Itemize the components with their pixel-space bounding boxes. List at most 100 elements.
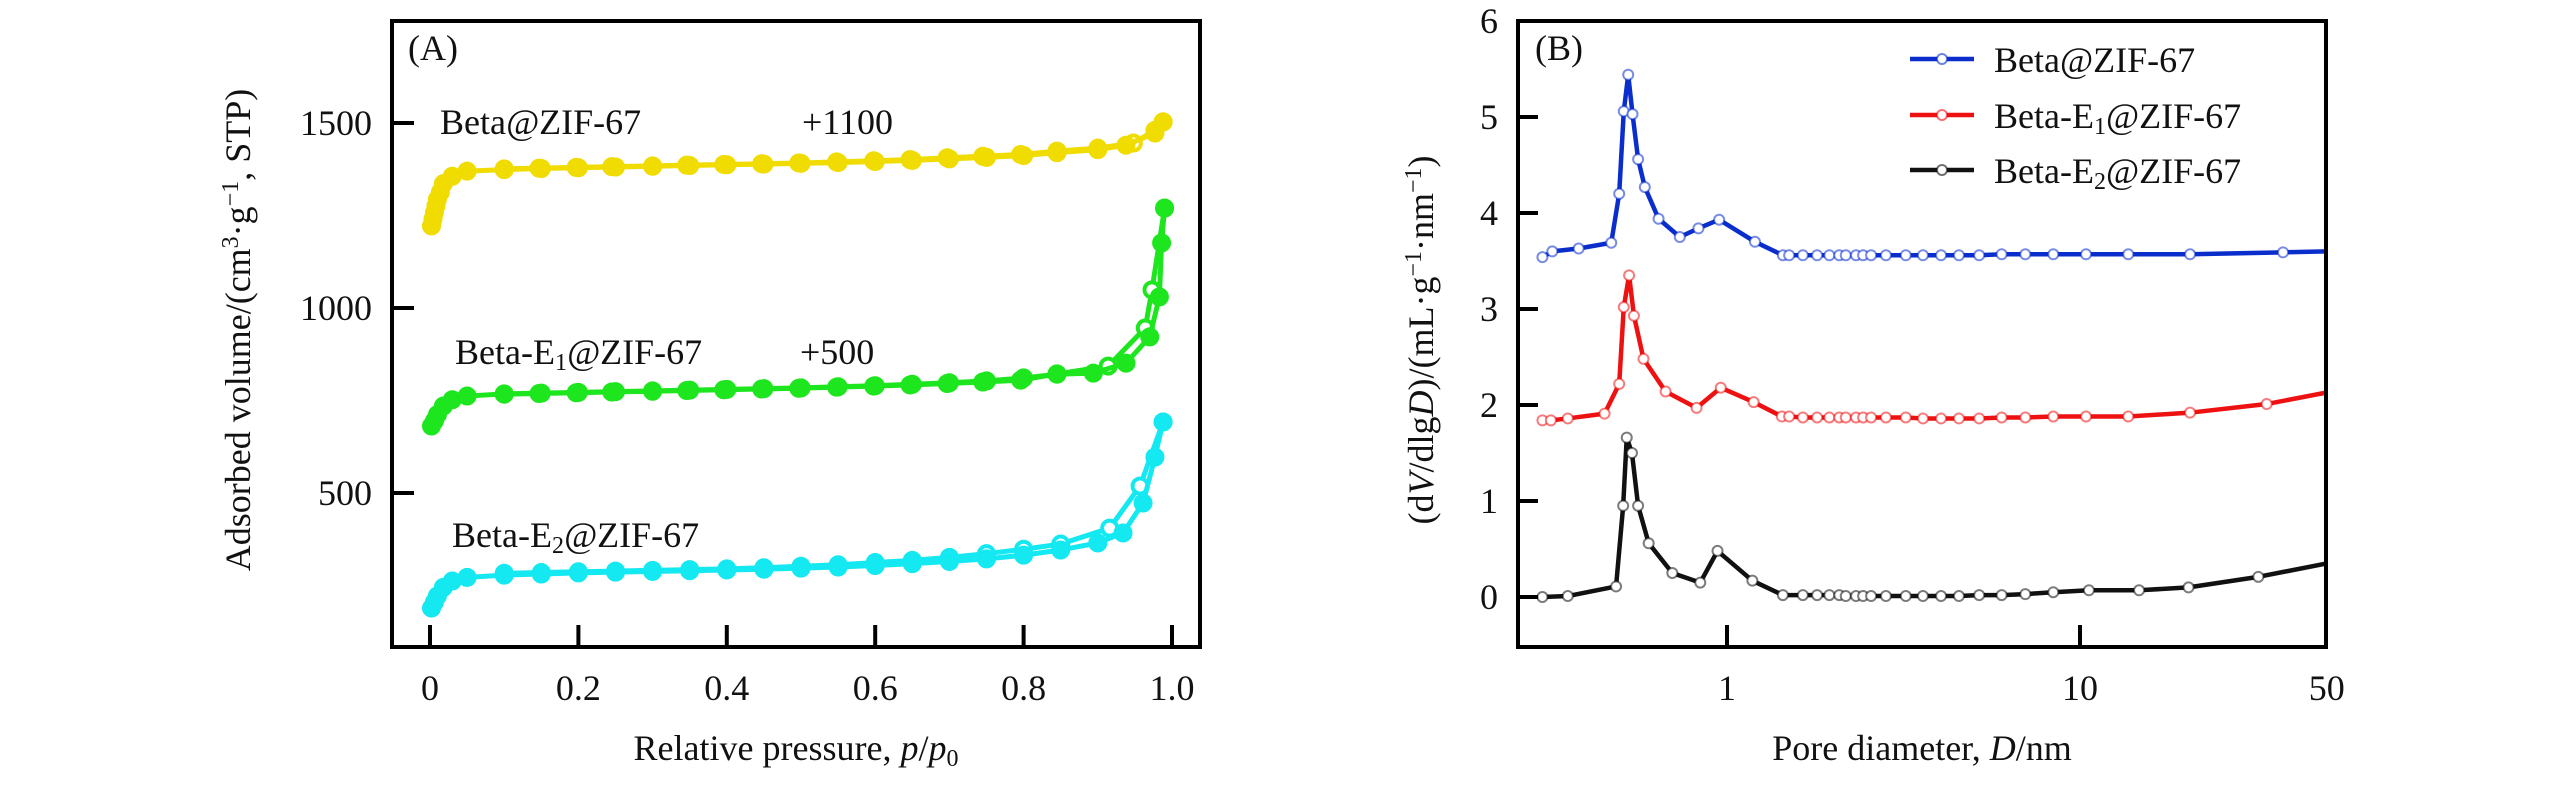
adsorption-point [568, 158, 588, 178]
data-point [1865, 590, 1878, 603]
y-tick-label: 0 [1480, 577, 1498, 617]
data-point [2019, 411, 2032, 424]
adsorption-point [828, 377, 848, 397]
data-point [2047, 586, 2060, 599]
panel-a-frame [390, 19, 1202, 649]
panel-b-frame [1516, 19, 2328, 649]
adsorption-point [606, 562, 625, 582]
data-point [1995, 411, 2008, 424]
adsorption-point [1088, 533, 1108, 553]
y-tick-label: 2 [1480, 385, 1498, 425]
x-tick-label: 50 [2309, 668, 2345, 708]
y-tick-label: 1500 [300, 103, 372, 143]
panel-a-y-axis-title: Adsorbed volume/(cm3·g−1, STP) [218, 89, 258, 572]
data-point [2260, 398, 2273, 411]
legend-label: Beta-E1@ZIF-67 [1994, 96, 2241, 140]
data-point [2080, 248, 2093, 261]
data-point [1694, 576, 1707, 589]
adsorption-point [442, 571, 462, 591]
data-point [1879, 411, 1892, 424]
y-tick-label: 4 [1480, 193, 1498, 233]
data-point [1796, 411, 1809, 424]
data-point [1899, 411, 1912, 424]
data-point [1839, 590, 1852, 603]
adsorption-point [1145, 447, 1165, 467]
adsorption-point [1153, 412, 1173, 432]
adsorption-point [1149, 287, 1169, 307]
adsorption-point [717, 379, 737, 399]
data-point [1625, 447, 1638, 459]
y-tick-label: 1 [1480, 481, 1498, 521]
y-tick-label: 3 [1480, 289, 1498, 329]
data-point [2019, 588, 2032, 601]
adsorption-point [939, 373, 959, 393]
adsorption-point [828, 557, 848, 577]
data-point [1796, 249, 1809, 262]
adsorption-point [606, 157, 625, 177]
data-point [1811, 411, 1824, 424]
series-beta-e1-zif-67 [421, 198, 1175, 436]
data-point [1572, 242, 1585, 255]
adsorption-point [791, 153, 811, 173]
data-point [1916, 590, 1929, 603]
data-point [1973, 589, 1986, 602]
series-beta-zif-67 [421, 112, 1173, 236]
data-point [1879, 249, 1892, 262]
annotation-beta-e1-zif67: Beta-E1@ZIF-67 [455, 332, 702, 376]
data-point [1952, 590, 1965, 603]
data-point [1776, 589, 1789, 602]
data-point [1783, 410, 1796, 423]
data-point [1637, 352, 1650, 365]
panel-b-axes: 1 10 50 0 1 2 3 4 5 6 [1480, 1, 2345, 708]
adsorption-point [1113, 523, 1133, 543]
adsorption-point [457, 567, 477, 587]
data-point [2082, 584, 2095, 597]
data-point [1973, 249, 1986, 262]
adsorption-point [643, 561, 663, 581]
data-point [1620, 431, 1633, 444]
adsorption-point [442, 166, 462, 186]
adsorption-point [1047, 143, 1067, 163]
data-point [1935, 249, 1948, 262]
panel-b-x-axis-title: Pore diameter, D/nm [1772, 728, 2072, 768]
data-point [1839, 249, 1852, 262]
data-point [2184, 248, 2197, 261]
adsorption-point [680, 561, 700, 581]
data-point [2184, 406, 2197, 419]
legend-label: Beta-E2@ZIF-67 [1994, 151, 2241, 195]
data-point [1879, 590, 1892, 603]
adsorption-point [902, 150, 922, 170]
data-point [1561, 412, 1574, 425]
data-point [2277, 246, 2290, 259]
data-point [1823, 411, 1836, 424]
adsorption-point [643, 381, 663, 401]
adsorption-point [680, 380, 700, 400]
x-tick-label: 0.8 [1001, 668, 1046, 708]
data-point [1544, 414, 1557, 427]
data-point [1536, 591, 1549, 603]
adsorption-point [643, 156, 663, 176]
adsorption-point [791, 378, 811, 398]
adsorption-point [568, 563, 588, 583]
annotation-beta-e2-zif67: Beta-E2@ZIF-67 [452, 515, 699, 559]
data-point [2122, 410, 2135, 423]
data-point [1666, 567, 1679, 579]
adsorption-point [865, 151, 885, 171]
data-point [1746, 574, 1759, 587]
data-point [1598, 407, 1611, 420]
data-point [1652, 212, 1665, 225]
legend: Beta@ZIF-67 Beta-E1@ZIF-67 Beta-E2@ZIF-67 [1910, 40, 2241, 195]
adsorption-point [1116, 353, 1136, 373]
x-tick-label: 0.6 [853, 668, 898, 708]
data-point [1865, 411, 1878, 424]
data-point [1748, 235, 1761, 248]
legend-swatch-marker [1936, 53, 1948, 65]
panel-b-series-layer [1536, 68, 2328, 603]
data-point [1995, 248, 2008, 261]
panel-b-y-axis-title: (dV/dlgD)/(mL·g−1·nm−1) [1401, 155, 1441, 524]
adsorption-point [791, 558, 811, 578]
adsorption-point [531, 564, 551, 584]
y-tick-label: 500 [318, 473, 372, 513]
data-point [1610, 580, 1623, 593]
data-point [1865, 249, 1878, 262]
